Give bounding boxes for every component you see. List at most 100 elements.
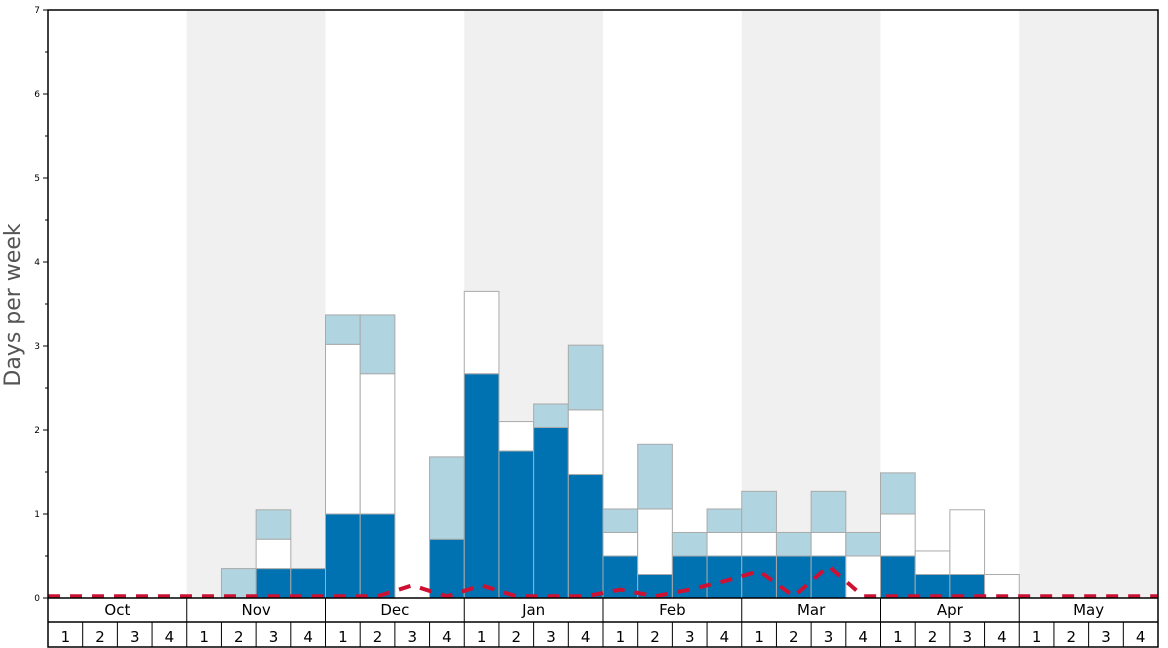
bar-light-blue-week-16 bbox=[567, 344, 604, 411]
bar-dark-blue-week-15 bbox=[533, 426, 569, 599]
bar-white-week-18 bbox=[637, 508, 673, 575]
y-tick-label: 6 bbox=[34, 90, 40, 100]
y-tick-label: 5 bbox=[34, 174, 40, 184]
month-label-nov: Nov bbox=[241, 601, 270, 619]
bar-dark-blue-week-21 bbox=[741, 555, 777, 599]
week-label: 4 bbox=[581, 628, 591, 646]
week-label: 4 bbox=[303, 628, 313, 646]
week-label: 1 bbox=[338, 628, 348, 646]
y-tick-label: 3 bbox=[34, 342, 40, 352]
dashed-line bbox=[48, 563, 1158, 599]
bar-dark-blue-week-25 bbox=[880, 555, 916, 599]
week-label: 2 bbox=[95, 628, 105, 646]
week-label: 4 bbox=[1136, 628, 1146, 646]
bar-white-week-7 bbox=[255, 538, 292, 570]
bar-white-week-14 bbox=[498, 421, 535, 452]
bar-light-blue-week-21 bbox=[741, 490, 777, 533]
week-label: 3 bbox=[685, 628, 695, 646]
month-bands bbox=[186, 10, 1158, 598]
bar-white-week-16 bbox=[567, 409, 604, 476]
bar-dark-blue-week-20 bbox=[706, 555, 743, 599]
week-label: 1 bbox=[61, 628, 71, 646]
bar-white-week-13 bbox=[463, 290, 500, 375]
bar-white-week-25 bbox=[880, 513, 916, 557]
bar-light-blue-week-9 bbox=[325, 314, 361, 345]
y-tick-label: 2 bbox=[34, 426, 40, 436]
bar-dark-blue-week-8 bbox=[290, 568, 326, 599]
bar-white-week-27 bbox=[949, 509, 986, 575]
bar-light-blue-week-20 bbox=[706, 508, 743, 533]
y-axis: 0 1 2 3 4 5 6 7 bbox=[34, 6, 48, 604]
bar-light-blue-week-24 bbox=[845, 531, 881, 557]
bar-dark-blue-week-14 bbox=[498, 450, 535, 599]
bar-dark-blue-week-10 bbox=[359, 513, 396, 599]
week-label: 1 bbox=[1032, 628, 1042, 646]
week-label: 3 bbox=[130, 628, 140, 646]
bar-white-week-21 bbox=[741, 531, 777, 557]
y-axis-label: Days per week bbox=[1, 223, 26, 386]
week-label: 1 bbox=[754, 628, 764, 646]
month-label-mar: Mar bbox=[797, 601, 826, 619]
week-label: 1 bbox=[616, 628, 626, 646]
week-label: 1 bbox=[893, 628, 903, 646]
bar-white-week-10 bbox=[359, 373, 396, 515]
month-band-nov bbox=[186, 10, 326, 598]
bar-light-blue-week-23 bbox=[810, 490, 847, 533]
bar-dark-blue-week-12 bbox=[429, 538, 465, 599]
bar-light-blue-week-22 bbox=[775, 531, 812, 557]
week-label: 3 bbox=[824, 628, 834, 646]
bar-light-blue-week-12 bbox=[429, 456, 465, 540]
week-label: 2 bbox=[512, 628, 522, 646]
y-tick-label: 7 bbox=[34, 6, 40, 16]
week-label: 2 bbox=[234, 628, 244, 646]
bar-dark-blue-week-16 bbox=[567, 474, 604, 599]
week-label: 4 bbox=[720, 628, 730, 646]
month-label-dec: Dec bbox=[380, 601, 409, 619]
month-label-oct: Oct bbox=[104, 601, 130, 619]
week-label: 4 bbox=[858, 628, 868, 646]
week-label: 4 bbox=[997, 628, 1007, 646]
month-label-apr: Apr bbox=[937, 601, 964, 619]
week-label: 3 bbox=[269, 628, 279, 646]
month-label-feb: Feb bbox=[659, 601, 686, 619]
bar-dark-blue-week-22 bbox=[775, 555, 812, 599]
bar-light-blue-week-18 bbox=[637, 443, 673, 510]
y-tick-label: 1 bbox=[34, 510, 40, 520]
y-tick-label: 4 bbox=[34, 258, 40, 268]
week-label: 3 bbox=[962, 628, 972, 646]
bar-white-week-9 bbox=[325, 343, 361, 515]
bar-white-week-23 bbox=[810, 531, 847, 557]
bars-group bbox=[220, 290, 1020, 599]
week-label: 4 bbox=[442, 628, 452, 646]
x-axis: Oct Nov Dec Jan Feb Mar Apr May 1 2 3 4 1 2 3 4 1 2 3 4 1 2 3 4… bbox=[48, 597, 1158, 647]
week-label: 3 bbox=[407, 628, 417, 646]
week-label: 4 bbox=[165, 628, 175, 646]
week-label: 1 bbox=[199, 628, 209, 646]
bar-light-blue-week-17 bbox=[602, 508, 639, 533]
bar-light-blue-week-19 bbox=[671, 531, 708, 557]
y-tick-label: 0 bbox=[34, 594, 40, 604]
month-label-may: May bbox=[1073, 601, 1104, 619]
week-label: 2 bbox=[1067, 628, 1077, 646]
bar-dark-blue-week-9 bbox=[325, 513, 361, 599]
bar-dark-blue-week-7 bbox=[255, 568, 292, 599]
week-label: 3 bbox=[1101, 628, 1111, 646]
bar-white-week-17 bbox=[602, 531, 639, 557]
bar-dark-blue-week-13 bbox=[463, 373, 500, 599]
week-label: 2 bbox=[789, 628, 799, 646]
bar-white-week-24 bbox=[845, 555, 881, 599]
bar-light-blue-week-7 bbox=[255, 509, 292, 540]
line-layer bbox=[48, 563, 1158, 599]
bar-light-blue-week-10 bbox=[359, 314, 396, 375]
month-label-jan: Jan bbox=[521, 601, 545, 619]
week-label: 2 bbox=[373, 628, 383, 646]
bar-light-blue-week-15 bbox=[533, 403, 569, 428]
bar-white-week-20 bbox=[706, 531, 743, 557]
bar-light-blue-week-25 bbox=[880, 472, 916, 515]
week-label: 1 bbox=[477, 628, 487, 646]
week-label: 2 bbox=[650, 628, 660, 646]
week-label: 3 bbox=[546, 628, 556, 646]
bar-white-week-26 bbox=[914, 550, 951, 575]
bar-light-blue-week-6 bbox=[220, 568, 257, 599]
